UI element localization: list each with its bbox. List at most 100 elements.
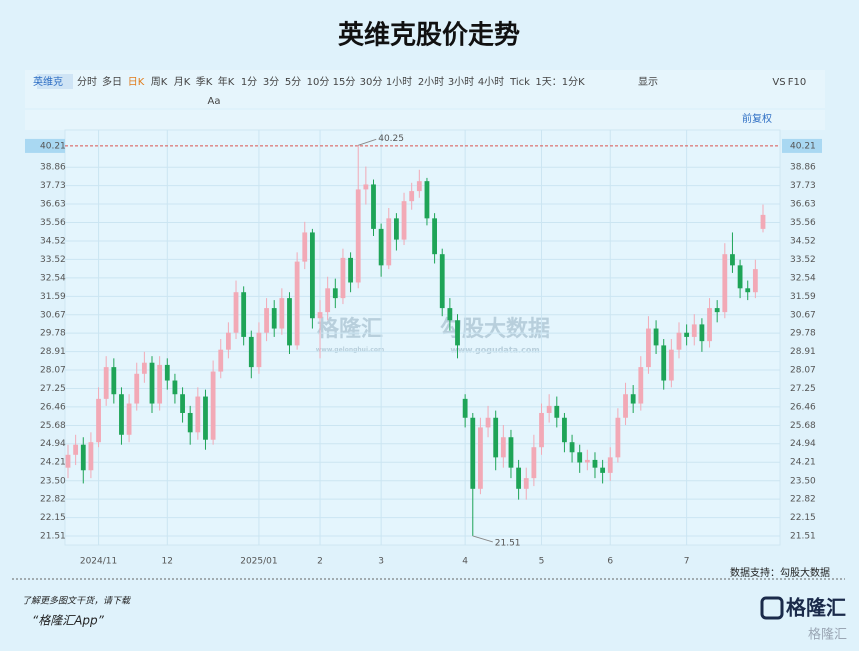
y-tick-label: 25.68 [40, 421, 66, 431]
candle-body [714, 308, 720, 313]
footer-line2: “格隆汇App” [32, 614, 105, 628]
toolbar-item[interactable]: 5分 [285, 76, 301, 88]
y-tick-label-right: 32.54 [790, 273, 816, 283]
candle-body [195, 396, 201, 433]
toolbar-item[interactable]: 2小时 [418, 76, 444, 88]
toolbar-item[interactable]: 年K [218, 75, 235, 88]
toolbar-item[interactable]: 1小时 [386, 76, 412, 88]
candle-body [88, 442, 94, 471]
candle-body [225, 332, 231, 350]
candle-body [371, 184, 376, 229]
candle-body [653, 328, 659, 346]
y-tick-label: 21.51 [40, 531, 66, 541]
candle-body [332, 288, 338, 299]
y-tick-label: 38.86 [40, 163, 66, 173]
candle-body [684, 332, 690, 337]
toolbar-item[interactable]: 1分 [241, 76, 257, 88]
candle-body [340, 257, 346, 299]
candle-body [500, 437, 506, 458]
candle-body [256, 332, 262, 368]
candle-body [180, 394, 185, 413]
toolbar-item[interactable]: 周K [151, 76, 168, 88]
crosshair-label: 40.21 [40, 141, 66, 151]
candle-body [73, 444, 79, 455]
candle-body [317, 312, 323, 319]
candle-body [577, 452, 583, 463]
candle-body [432, 218, 437, 255]
x-tick-label: 7 [684, 557, 690, 567]
x-tick-label: 3 [378, 557, 384, 567]
y-tick-label-right: 31.59 [790, 292, 816, 302]
candle-body [478, 427, 483, 489]
candle-body [439, 254, 445, 309]
subbar-bg [25, 110, 825, 130]
candle-body [287, 298, 292, 346]
toolbar-item[interactable]: 3小时 [448, 76, 474, 88]
candle-body [607, 457, 613, 473]
adjust-label[interactable]: 前复权 [742, 112, 772, 125]
toolbar-item[interactable]: 30分 [360, 76, 383, 88]
candle-body [111, 367, 117, 395]
toolbar-item[interactable]: F10 [788, 77, 806, 88]
candle-body [65, 454, 71, 468]
x-tick-label: 2 [317, 557, 323, 567]
toolbar-item[interactable]: 多日 [102, 75, 122, 88]
candle-body [157, 364, 163, 404]
toolbar-item[interactable]: 分时 [77, 76, 97, 88]
y-tick-label-right: 35.56 [790, 218, 816, 228]
y-tick-label: 32.54 [40, 273, 66, 283]
toolbar-item[interactable]: 显示 [638, 76, 658, 88]
min-label: 21.51 [495, 538, 521, 548]
x-tick-label: 2025/01 [240, 557, 277, 567]
y-tick-label-right: 24.21 [790, 458, 816, 468]
toolbar-item[interactable]: 月K [174, 76, 191, 88]
candle-body [554, 405, 560, 418]
toolbar-item[interactable]: 日K [128, 77, 145, 88]
y-tick-label: 34.52 [40, 237, 66, 247]
x-tick-label: 2024/11 [80, 557, 117, 567]
toolbar-tool[interactable]: Aa [208, 96, 221, 107]
candle-body [401, 201, 407, 240]
y-tick-label: 22.15 [40, 513, 66, 523]
candle-body [638, 367, 644, 404]
toolbar-item[interactable]: Tick [509, 77, 530, 88]
toolbar-item[interactable]: 15分 [333, 76, 356, 88]
toolbar-item[interactable]: 10分 [307, 76, 330, 88]
candle-body [218, 349, 224, 372]
y-tick-label-right: 37.73 [790, 181, 816, 191]
y-tick-label: 27.25 [40, 384, 66, 394]
candle-body [378, 228, 384, 266]
candle-body [646, 328, 651, 368]
candle-body [569, 442, 575, 453]
candle-body [409, 191, 415, 202]
toolbar-item[interactable]: VS [772, 77, 785, 88]
y-tick-label: 31.59 [40, 292, 66, 302]
candle-body [309, 232, 315, 319]
toolbar-item[interactable]: 1天：1分K [535, 76, 585, 88]
candle-body [455, 320, 460, 346]
logo-small: 格隆汇 [808, 627, 847, 643]
y-tick-label-right: 30.67 [790, 310, 816, 320]
candle-body [96, 398, 101, 443]
candle-body [722, 254, 728, 313]
toolbar-item[interactable]: 季K [196, 76, 213, 88]
toolbar-item[interactable]: 英维克 [33, 75, 63, 88]
candle-body [248, 336, 254, 368]
y-tick-label-right: 21.51 [790, 531, 816, 541]
y-tick-label-right: 25.68 [790, 421, 816, 431]
candle-body [516, 467, 522, 489]
y-tick-label-right: 34.52 [790, 237, 816, 247]
y-tick-label: 30.67 [40, 310, 66, 320]
toolbar-bg [25, 70, 825, 94]
toolbar-item[interactable]: 3分 [263, 76, 279, 88]
logo-icon [760, 596, 784, 620]
candle-body [149, 362, 155, 404]
max-label: 40.25 [378, 134, 404, 144]
candle-body [462, 398, 468, 418]
candle-body [424, 181, 430, 219]
candle-body [80, 444, 86, 471]
y-tick-label-right: 22.82 [790, 495, 816, 505]
toolbar-item[interactable]: 4小时 [478, 76, 504, 88]
x-tick-label: 12 [162, 557, 173, 567]
y-tick-label: 24.94 [40, 439, 66, 449]
